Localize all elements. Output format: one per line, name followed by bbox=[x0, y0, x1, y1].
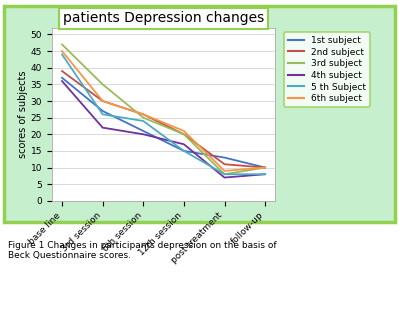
Legend: 1st subject, 2nd subject, 3rd subject, 4th subject, 5 th Subject, 6th subject: 1st subject, 2nd subject, 3rd subject, 4… bbox=[284, 32, 370, 107]
Y-axis label: scores of subjects: scores of subjects bbox=[18, 70, 28, 158]
Title: patients Depression changes: patients Depression changes bbox=[63, 11, 264, 25]
Text: Figure 1 Changes in participants depression on the basis of
Beck Questionnaire s: Figure 1 Changes in participants depress… bbox=[8, 241, 277, 260]
